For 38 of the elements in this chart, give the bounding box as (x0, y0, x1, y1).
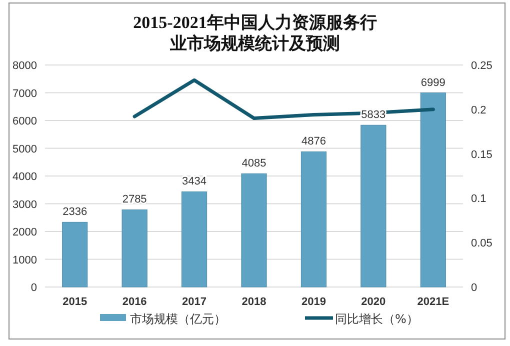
bar (360, 124, 386, 288)
data-label: 6999 (420, 76, 446, 89)
y2-tick-label: 0.1 (471, 193, 486, 206)
data-label: 2336 (62, 206, 88, 218)
bar (62, 222, 88, 288)
y-tick-label: 3000 (12, 198, 37, 211)
chart-title: 2015-2021年中国人力资源服务行业市场规模统计及预测 (132, 12, 378, 54)
y2-tick-label: 0 (471, 282, 478, 294)
x-tick-label: 2020 (361, 296, 386, 308)
bar (122, 209, 148, 288)
y-tick-label: 7000 (12, 88, 37, 100)
bar (300, 151, 327, 288)
y-tick-label: 2000 (12, 226, 37, 238)
bar (420, 92, 446, 288)
x-tick-label: 2021E (417, 296, 450, 308)
y2-tick-label: 0.15 (471, 148, 492, 161)
legend-label: 市场规模（亿元） (130, 312, 226, 326)
data-label: 4085 (242, 158, 266, 170)
y2-tick-label: 0.25 (471, 60, 492, 72)
x-tick-label: 2019 (301, 296, 326, 308)
y-tick-label: 5000 (12, 143, 37, 156)
y-tick-label: 1000 (12, 254, 37, 266)
bar (181, 191, 208, 288)
data-label: 3434 (182, 176, 207, 188)
y-tick-label: 8000 (12, 60, 37, 72)
y-tick-label: 6000 (12, 116, 37, 128)
legend-label: 同比增长（%） (335, 312, 418, 326)
bar (241, 173, 267, 288)
x-tick-label: 2017 (182, 296, 207, 308)
y-tick-label: 4000 (12, 171, 37, 183)
data-label: 2785 (122, 194, 147, 206)
data-label: 4876 (301, 136, 326, 148)
y2-tick-label: 0.05 (471, 238, 492, 250)
y2-tick-label: 0.2 (471, 104, 486, 116)
x-tick-label: 2015 (62, 296, 88, 308)
x-tick-label: 2016 (122, 296, 147, 308)
x-tick-label: 2018 (242, 296, 266, 308)
y-tick-label: 0 (30, 282, 37, 294)
